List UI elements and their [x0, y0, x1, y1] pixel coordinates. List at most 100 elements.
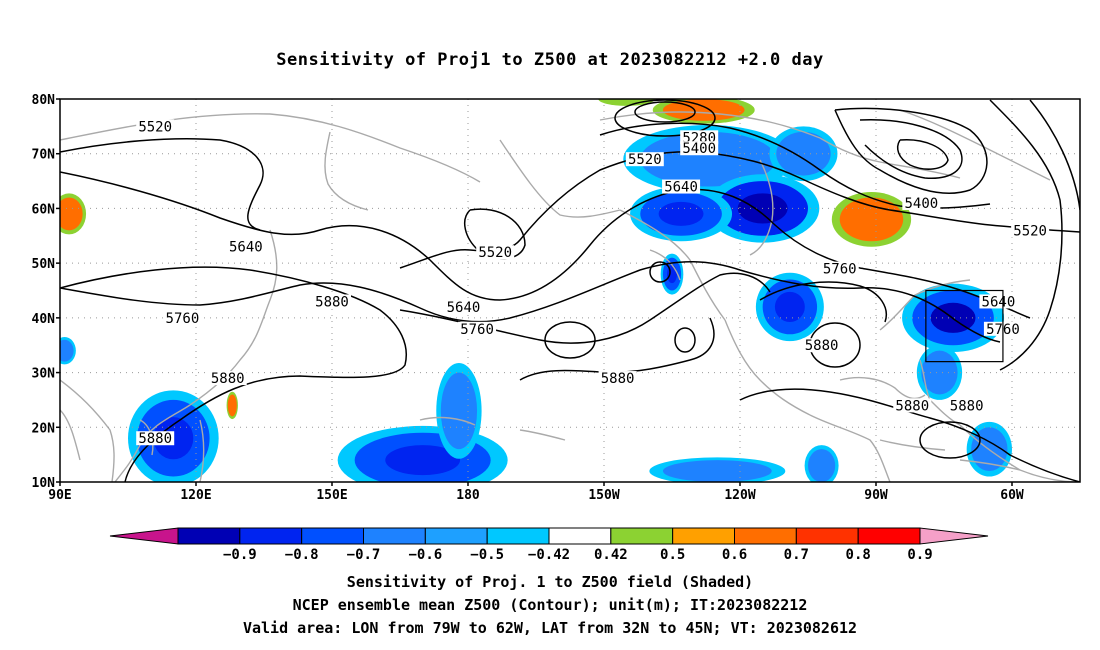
- lat-lon-grid: [60, 99, 1080, 482]
- plot-frame: [59, 98, 1081, 483]
- contour-label: 5640: [229, 240, 263, 256]
- lat-label: 40N: [32, 312, 56, 327]
- contour-label: 5880: [601, 371, 635, 387]
- contour-label: 5880: [805, 338, 839, 354]
- colorbar-swatch: [424, 527, 488, 545]
- colorbar-label: −0.42: [528, 547, 570, 563]
- map-title: Sensitivity of Proj1 to Z500 at 20230822…: [276, 50, 824, 70]
- contour-5520: [60, 138, 264, 231]
- lat-label: 30N: [32, 367, 56, 382]
- lon-label: 150W: [588, 488, 619, 503]
- colorbar-swatch: [486, 527, 550, 545]
- shade-region: [640, 131, 777, 187]
- contour-cell-d: [919, 421, 981, 459]
- shade-region: [440, 372, 478, 450]
- contour-label-bg: [136, 119, 175, 134]
- valid-area-box: [925, 289, 1004, 363]
- contour-label-bg: [680, 141, 719, 156]
- lon-label: 90E: [48, 488, 71, 503]
- colorbar-label: 0.8: [846, 547, 871, 563]
- shade-region: [776, 131, 831, 176]
- shade-core: [774, 291, 805, 322]
- contour-label-bg: [226, 239, 265, 254]
- contour-cell-b: [674, 327, 696, 353]
- contour-cell-a: [544, 321, 596, 359]
- lon-label: 120W: [724, 488, 755, 503]
- contour-label: 5640: [664, 180, 698, 196]
- contour-east-3: [897, 139, 949, 170]
- contour-5880-west: [60, 266, 407, 482]
- colorbar-label: 0.6: [722, 547, 747, 563]
- contour-label: 5520: [138, 119, 172, 135]
- contour-label-bg: [136, 431, 175, 446]
- contour-label-bg: [625, 152, 664, 167]
- footer-line-2: NCEP ensemble mean Z500 (Contour); unit(…: [292, 596, 808, 614]
- lon-label: 60W: [1000, 488, 1024, 503]
- contour-label: 5520: [628, 152, 662, 168]
- contour-label-bg: [680, 130, 719, 145]
- shade-core: [61, 204, 77, 223]
- contour-label: 5400: [682, 141, 716, 157]
- contour-label-bg: [820, 261, 859, 276]
- coastlines: [60, 109, 1080, 482]
- colorbar-swatch: [177, 527, 241, 545]
- shade-region: [808, 449, 836, 482]
- contour-east-4: [989, 99, 1063, 371]
- contour-label: 5400: [904, 196, 938, 212]
- contour-5880-east: [739, 388, 1080, 482]
- colorbar-swatch: [610, 527, 674, 545]
- contour-label-bg: [802, 338, 841, 353]
- contour-5880-central: [519, 317, 715, 381]
- contour-label-bg: [458, 321, 497, 336]
- shade-core: [385, 445, 461, 476]
- contour-label: 5520: [1013, 223, 1047, 239]
- lon-label: 180: [456, 488, 480, 503]
- colorbar-label: 0.7: [784, 547, 809, 563]
- colorbar-label: 0.42: [594, 547, 628, 563]
- contour-label-bg: [444, 299, 483, 314]
- colorbar: −0.9 −0.8 −0.7 −0.6 −0.5 −0.42 0.42 0.5 0.6 0.7 0.…: [109, 527, 989, 563]
- contour-label-bg: [902, 195, 941, 210]
- shade-region: [60, 339, 74, 362]
- colorbar-swatch: [857, 527, 921, 545]
- contour-label-bg: [662, 179, 701, 194]
- colorbar-swatch: [734, 527, 797, 545]
- colorbar-label: −0.8: [285, 547, 319, 563]
- contour-label: 5880: [950, 398, 984, 414]
- contour-label-bg: [313, 294, 351, 309]
- colorbar-label: −0.9: [223, 547, 257, 563]
- contour-label-bg: [598, 371, 637, 386]
- contour-label: 5760: [460, 322, 494, 338]
- contour-label: 5640: [982, 294, 1016, 310]
- colorbar-label: −0.7: [347, 547, 381, 563]
- colorbar-label: −0.5: [470, 547, 504, 563]
- contour-label: 5760: [166, 311, 200, 327]
- contour-label: 5760: [823, 262, 857, 278]
- contour-label-bg: [163, 310, 202, 325]
- shade-core: [854, 207, 889, 232]
- lon-label: 150E: [316, 488, 347, 503]
- colorbar-swatch: [548, 527, 612, 545]
- contour-label-bg: [1011, 223, 1050, 238]
- footer-line-3: Valid area: LON from 79W to 62W, LAT fro…: [242, 619, 858, 637]
- colorbar-swatch: [795, 527, 859, 545]
- colorbar-swatch: [363, 527, 426, 545]
- colorbar-high-triangle: [919, 527, 989, 545]
- lat-label: 80N: [32, 93, 56, 108]
- contour-5280: [614, 99, 716, 137]
- contour-label-bg: [893, 398, 932, 413]
- contour-east-1: [834, 107, 988, 194]
- lat-label: 70N: [32, 148, 56, 163]
- footer-line-1: Sensitivity of Proj. 1 to Z500 field (Sh…: [346, 573, 754, 591]
- shade-core: [229, 399, 235, 412]
- lon-label: 120E: [180, 488, 211, 503]
- contour-label: 5880: [895, 398, 929, 414]
- contour-east-2: [859, 119, 963, 179]
- lat-label: 50N: [32, 257, 56, 272]
- colorbar-label: −0.6: [408, 547, 442, 563]
- shade-core: [658, 201, 704, 226]
- contour-5640: [60, 171, 1031, 319]
- colorbar-swatch: [301, 527, 364, 545]
